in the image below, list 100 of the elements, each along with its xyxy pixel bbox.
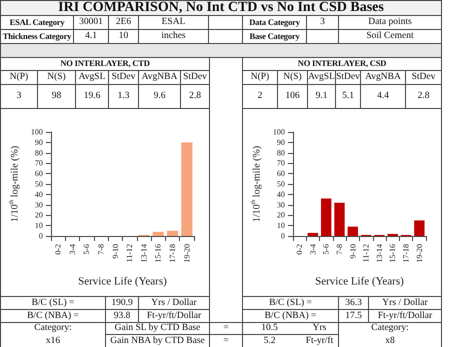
bar	[166, 230, 178, 236]
x-tick-label: 7-8	[96, 244, 106, 255]
text: 2.8	[405, 84, 442, 109]
text: IRI COMPARISON, No Int CTD vs No Int CSD Bases	[0, 0, 442, 16]
x-tick-label: 15-16	[388, 244, 398, 263]
chart-title: NO INTERLAYER, CTD	[0, 57, 210, 71]
x-tick-label: 13-14	[374, 244, 384, 263]
y-tick-label: 60	[34, 169, 43, 178]
text: 19.6	[75, 84, 109, 109]
bar	[308, 232, 318, 236]
text: N(P)	[0, 70, 38, 85]
text: 4.1	[73, 29, 109, 44]
text: Ft-yr/ft	[304, 334, 334, 347]
text: Yrs / Dollar	[368, 296, 442, 310]
text: Category:	[33, 322, 73, 335]
text: =	[209, 322, 243, 335]
text: Category:	[370, 322, 410, 335]
text: 3	[306, 15, 339, 30]
text: 5.2	[262, 334, 276, 347]
text: 190.9	[105, 296, 139, 310]
text: Soil Cement	[338, 29, 442, 44]
text: StDev	[405, 70, 442, 85]
text: AvgNBA	[360, 70, 406, 85]
bar	[320, 198, 332, 236]
x-tick-label: 11-12	[125, 244, 134, 262]
chart-title: NO INTERLAYER, CSD	[242, 57, 442, 71]
text: 9.6	[138, 84, 181, 109]
text: Base Category	[242, 29, 307, 44]
bar	[414, 220, 425, 236]
y-tick-label: 80	[34, 148, 43, 158]
y-tick-label: 90	[276, 138, 285, 147]
x-tick-label: 0-2	[54, 244, 63, 255]
y-tick-label: 40	[34, 190, 43, 199]
y-tick-label: 10	[34, 221, 43, 230]
y-tick-label: 70	[34, 158, 43, 168]
y-tick-label: 70	[276, 158, 285, 168]
text: N(S)	[37, 70, 76, 85]
text: AvgSL	[307, 70, 336, 85]
text: Ft-yr/ft/Dollar	[138, 309, 210, 323]
text: 17.5	[338, 309, 369, 323]
y-tick-label: 50	[276, 180, 285, 188]
text: N(S)	[277, 70, 308, 85]
bar	[334, 202, 345, 236]
text: Gain SL by CTD Base	[105, 322, 210, 335]
text: 106	[277, 84, 308, 109]
text: 3	[0, 84, 38, 109]
bar	[152, 232, 164, 236]
text: B/C (NBA) =	[242, 309, 339, 323]
x-tick-label: 9-10	[348, 244, 358, 259]
x-tick-label: 7-8	[334, 244, 344, 255]
text: 9.1	[307, 84, 336, 109]
bar	[348, 226, 358, 236]
text: 2	[242, 84, 278, 109]
y-tick-label: 30	[276, 200, 285, 210]
x-tick-label: 9-10	[110, 244, 120, 259]
text: =	[209, 334, 243, 347]
text: 93.8	[105, 309, 139, 323]
y-tick-label: 20	[34, 210, 43, 220]
x-tick-label: 17-18	[402, 244, 411, 263]
text: StDev	[180, 70, 210, 85]
text: N(P)	[242, 70, 278, 85]
y-tick-label: 10	[276, 221, 285, 230]
y-tick-label: 60	[276, 169, 285, 178]
y-tick-label: 90	[34, 138, 43, 147]
text: AvgNBA	[138, 70, 181, 85]
text: 2E6	[108, 15, 139, 30]
x-axis-title: Service Life (Years)	[78, 276, 168, 288]
y-tick-label: 40	[276, 190, 285, 199]
text: 10	[108, 29, 139, 44]
text: 2.8	[180, 84, 210, 109]
text: Yrs / Dollar	[138, 296, 210, 310]
text: x8	[384, 335, 396, 347]
text: Gain NBA by CTD Base	[105, 334, 210, 347]
text: Thickness Category	[0, 29, 74, 44]
x-tick-label: 17-18	[168, 244, 178, 263]
text: 98	[37, 84, 76, 109]
text: x16	[44, 335, 62, 347]
y-tick-label: 20	[276, 210, 285, 220]
text: Data Category	[242, 15, 307, 30]
x-tick-label: 5-6	[322, 244, 331, 255]
text: inches	[138, 29, 209, 44]
x-tick-label: 3-4	[68, 244, 77, 255]
text: Data points	[338, 15, 442, 30]
text: Ft-yr/ft/Dollar	[368, 309, 442, 323]
x-tick-label: 11-12	[362, 244, 371, 262]
text: Yrs	[312, 322, 328, 335]
text: 4.4	[360, 84, 406, 109]
x-axis-title: Service Life (Years)	[315, 276, 404, 288]
text: StDev	[335, 70, 361, 85]
text: StDev	[108, 70, 139, 85]
text: 36.3	[338, 296, 369, 310]
y-tick-label: 0	[280, 232, 285, 240]
x-tick-label: 3-4	[308, 244, 318, 255]
text: AvgSL	[75, 70, 109, 85]
text: ESAL Category	[0, 15, 74, 30]
x-tick-label: 5-6	[82, 244, 92, 255]
y-tick-label: 0	[38, 232, 43, 240]
y-tick-label: 100	[272, 128, 285, 136]
x-tick-label: 0-2	[295, 244, 304, 255]
text: 30001	[73, 15, 109, 30]
